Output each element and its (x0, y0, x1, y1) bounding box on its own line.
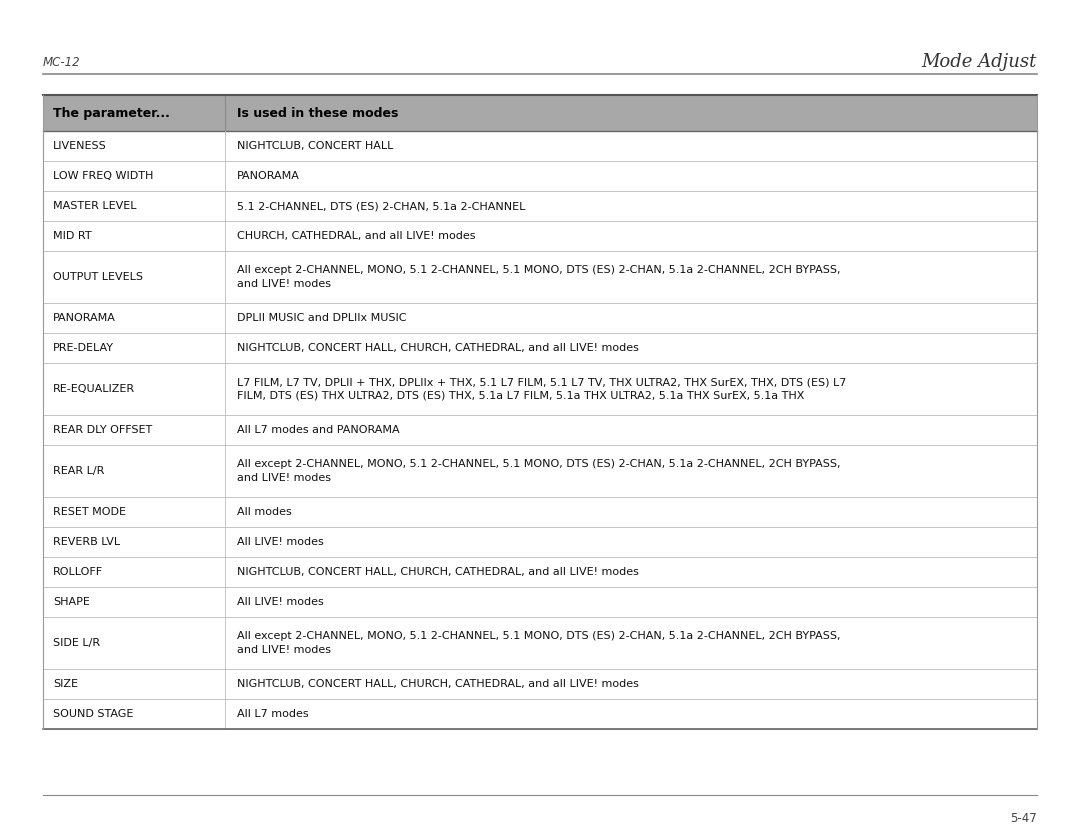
Bar (43, 303, 1037, 333)
Bar (43, 527, 1037, 557)
Text: All LIVE! modes: All LIVE! modes (237, 537, 324, 547)
Text: PRE-DELAY: PRE-DELAY (53, 343, 114, 353)
Text: ROLLOFF: ROLLOFF (53, 567, 103, 577)
Text: All except 2-CHANNEL, MONO, 5.1 2-CHANNEL, 5.1 MONO, DTS (ES) 2-CHAN, 5.1a 2-CHA: All except 2-CHANNEL, MONO, 5.1 2-CHANNE… (237, 460, 840, 483)
Text: 5.1 2-CHANNEL, DTS (ES) 2-CHAN, 5.1a 2-CHANNEL: 5.1 2-CHANNEL, DTS (ES) 2-CHAN, 5.1a 2-C… (237, 201, 525, 211)
Text: CHURCH, CATHEDRAL, and all LIVE! modes: CHURCH, CATHEDRAL, and all LIVE! modes (237, 231, 475, 241)
Bar (43, 415, 1037, 445)
Text: SHAPE: SHAPE (53, 597, 90, 607)
Text: REVERB LVL: REVERB LVL (53, 537, 120, 547)
Text: All modes: All modes (237, 507, 292, 517)
Bar (43, 617, 1037, 669)
Text: SIZE: SIZE (53, 679, 78, 689)
Text: NIGHTCLUB, CONCERT HALL, CHURCH, CATHEDRAL, and all LIVE! modes: NIGHTCLUB, CONCERT HALL, CHURCH, CATHEDR… (237, 679, 639, 689)
Text: NIGHTCLUB, CONCERT HALL, CHURCH, CATHEDRAL, and all LIVE! modes: NIGHTCLUB, CONCERT HALL, CHURCH, CATHEDR… (237, 343, 639, 353)
Text: REAR DLY OFFSET: REAR DLY OFFSET (53, 425, 152, 435)
Bar (43, 161, 1037, 191)
Text: All except 2-CHANNEL, MONO, 5.1 2-CHANNEL, 5.1 MONO, DTS (ES) 2-CHAN, 5.1a 2-CHA: All except 2-CHANNEL, MONO, 5.1 2-CHANNE… (237, 265, 840, 289)
Text: NIGHTCLUB, CONCERT HALL: NIGHTCLUB, CONCERT HALL (237, 141, 393, 151)
Bar (43, 497, 1037, 527)
Text: NIGHTCLUB, CONCERT HALL, CHURCH, CATHEDRAL, and all LIVE! modes: NIGHTCLUB, CONCERT HALL, CHURCH, CATHEDR… (237, 567, 639, 577)
Bar (43, 587, 1037, 617)
Text: OUTPUT LEVELS: OUTPUT LEVELS (53, 272, 143, 282)
Text: Mode Adjust: Mode Adjust (921, 53, 1037, 71)
Bar (43, 221, 1037, 251)
Bar (43, 669, 1037, 699)
Text: All L7 modes: All L7 modes (237, 709, 309, 719)
Text: PANORAMA: PANORAMA (53, 313, 116, 323)
Text: MASTER LEVEL: MASTER LEVEL (53, 201, 136, 211)
Text: SOUND STAGE: SOUND STAGE (53, 709, 133, 719)
Text: All except 2-CHANNEL, MONO, 5.1 2-CHANNEL, 5.1 MONO, DTS (ES) 2-CHAN, 5.1a 2-CHA: All except 2-CHANNEL, MONO, 5.1 2-CHANNE… (237, 631, 840, 655)
Bar (43, 333, 1037, 363)
Text: REAR L/R: REAR L/R (53, 466, 105, 476)
Bar (43, 699, 1037, 729)
Text: MC-12: MC-12 (43, 56, 81, 68)
Text: LIVENESS: LIVENESS (53, 141, 107, 151)
Text: L7 FILM, L7 TV, DPLII + THX, DPLIIx + THX, 5.1 L7 FILM, 5.1 L7 TV, THX ULTRA2, T: L7 FILM, L7 TV, DPLII + THX, DPLIIx + TH… (237, 378, 847, 400)
Text: The parameter...: The parameter... (53, 107, 170, 119)
Text: PANORAMA: PANORAMA (237, 171, 300, 181)
Bar (43, 251, 1037, 303)
Text: MID RT: MID RT (53, 231, 92, 241)
Text: All L7 modes and PANORAMA: All L7 modes and PANORAMA (237, 425, 400, 435)
Bar (43, 131, 1037, 161)
Text: DPLII MUSIC and DPLIIx MUSIC: DPLII MUSIC and DPLIIx MUSIC (237, 313, 406, 323)
Bar (43, 95, 1037, 131)
Text: 5-47: 5-47 (1010, 812, 1037, 825)
Text: LOW FREQ WIDTH: LOW FREQ WIDTH (53, 171, 153, 181)
Text: All LIVE! modes: All LIVE! modes (237, 597, 324, 607)
Text: RE-EQUALIZER: RE-EQUALIZER (53, 384, 135, 394)
Text: Is used in these modes: Is used in these modes (237, 107, 399, 119)
Text: SIDE L/R: SIDE L/R (53, 638, 100, 648)
Bar (43, 557, 1037, 587)
Text: RESET MODE: RESET MODE (53, 507, 126, 517)
Bar (43, 191, 1037, 221)
Bar (43, 445, 1037, 497)
Bar (43, 363, 1037, 415)
